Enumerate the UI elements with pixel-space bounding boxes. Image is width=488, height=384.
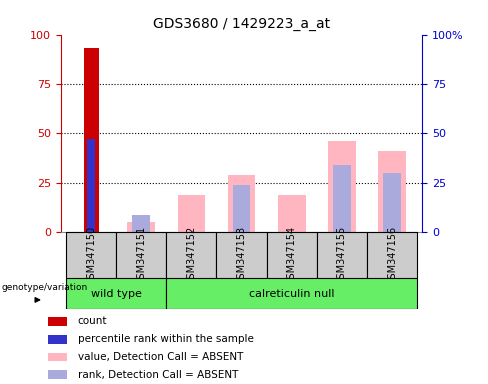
Text: genotype/variation: genotype/variation	[1, 283, 87, 292]
Bar	[217, 232, 266, 278]
Bar	[378, 151, 406, 232]
Bar	[228, 175, 255, 232]
Bar	[48, 353, 67, 361]
Bar	[66, 232, 116, 278]
Text: GSM347154: GSM347154	[287, 226, 297, 285]
Bar	[83, 48, 99, 232]
Bar	[127, 222, 155, 232]
Text: GSM347150: GSM347150	[86, 226, 96, 285]
Text: GSM347151: GSM347151	[136, 226, 146, 285]
Text: GSM347156: GSM347156	[387, 226, 397, 285]
Bar	[132, 215, 150, 232]
Bar	[166, 278, 417, 309]
Bar	[383, 173, 401, 232]
Bar	[333, 165, 351, 232]
Title: GDS3680 / 1429223_a_at: GDS3680 / 1429223_a_at	[153, 17, 330, 31]
Text: calreticulin null: calreticulin null	[249, 289, 334, 299]
Bar	[48, 334, 67, 344]
Bar	[48, 371, 67, 379]
Bar	[317, 232, 367, 278]
Text: count: count	[78, 316, 107, 326]
Text: GSM347155: GSM347155	[337, 226, 347, 285]
Text: GSM347153: GSM347153	[237, 226, 246, 285]
Bar	[166, 232, 217, 278]
Bar	[278, 195, 305, 232]
Text: value, Detection Call = ABSENT: value, Detection Call = ABSENT	[78, 353, 243, 362]
Bar	[367, 232, 417, 278]
Text: wild type: wild type	[91, 289, 142, 299]
Text: rank, Detection Call = ABSENT: rank, Detection Call = ABSENT	[78, 370, 238, 380]
Bar	[233, 185, 250, 232]
Bar	[66, 278, 166, 309]
Text: percentile rank within the sample: percentile rank within the sample	[78, 334, 254, 344]
Bar	[266, 232, 317, 278]
Bar	[116, 232, 166, 278]
Bar	[48, 316, 67, 326]
Bar	[178, 195, 205, 232]
Bar	[328, 141, 356, 232]
Text: GSM347152: GSM347152	[186, 226, 196, 285]
Bar	[87, 139, 95, 232]
